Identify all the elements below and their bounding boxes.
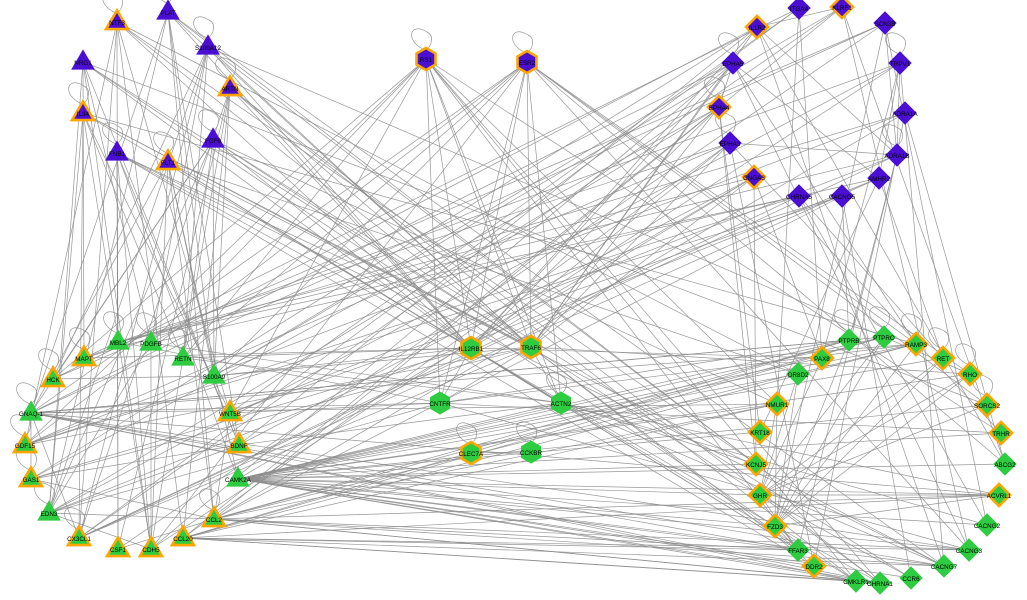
svg-text:ADRA1B: ADRA1B xyxy=(884,153,909,160)
svg-text:ARTN: ARTN xyxy=(221,86,238,93)
svg-text:NMUR1: NMUR1 xyxy=(766,402,789,409)
svg-text:PTPRO: PTPRO xyxy=(873,335,895,342)
svg-text:GDF15: GDF15 xyxy=(15,443,36,450)
svg-text:CCL2: CCL2 xyxy=(206,517,223,524)
svg-text:IL1R2: IL1R2 xyxy=(749,25,766,32)
svg-text:CNTFR: CNTFR xyxy=(429,401,451,408)
svg-text:PAX8: PAX8 xyxy=(814,356,830,363)
svg-text:ABCG2: ABCG2 xyxy=(994,462,1016,469)
svg-text:CACNG7: CACNG7 xyxy=(931,564,958,571)
svg-text:CNGA3: CNGA3 xyxy=(743,175,765,182)
svg-text:TRAF6: TRAF6 xyxy=(521,345,541,352)
svg-text:PDGFB: PDGFB xyxy=(140,341,162,348)
svg-text:CAMK2A: CAMK2A xyxy=(225,477,252,484)
svg-text:CCR6: CCR6 xyxy=(902,576,920,583)
svg-text:RET: RET xyxy=(937,356,950,363)
svg-text:IL34: IL34 xyxy=(77,111,90,118)
svg-text:FNB1: FNB1 xyxy=(109,151,126,158)
svg-text:FFAR3: FFAR3 xyxy=(788,548,808,555)
svg-text:ACTN2: ACTN2 xyxy=(551,401,572,408)
svg-text:OR8D2: OR8D2 xyxy=(788,372,809,379)
svg-text:FLT1: FLT1 xyxy=(161,160,176,167)
svg-text:CX3CL1: CX3CL1 xyxy=(67,536,91,543)
svg-text:GAS1: GAS1 xyxy=(23,477,40,484)
svg-text:CACNG5: CACNG5 xyxy=(829,194,856,201)
svg-text:BDNF: BDNF xyxy=(230,443,247,450)
svg-text:ESR2: ESR2 xyxy=(519,60,536,67)
svg-text:ITGA4: ITGA4 xyxy=(790,6,809,13)
svg-text:CCKBR: CCKBR xyxy=(520,450,542,457)
svg-text:EPHA3: EPHA3 xyxy=(720,141,741,148)
svg-text:SCN3B: SCN3B xyxy=(875,21,896,28)
svg-text:ADRA1A: ADRA1A xyxy=(892,111,918,118)
svg-text:AMHR2: AMHR2 xyxy=(868,176,891,183)
svg-text:RHO: RHO xyxy=(963,372,977,379)
svg-text:ACVRL1: ACVRL1 xyxy=(987,493,1012,500)
svg-text:FZD3: FZD3 xyxy=(767,524,783,531)
svg-text:WNT5B: WNT5B xyxy=(219,411,241,418)
svg-text:MBL2: MBL2 xyxy=(110,340,127,347)
svg-text:PTPRB: PTPRB xyxy=(839,338,860,345)
svg-text:CACNG3: CACNG3 xyxy=(956,548,983,555)
svg-text:FGF9: FGF9 xyxy=(205,138,222,145)
svg-text:CCL20: CCL20 xyxy=(173,536,193,543)
svg-text:KRT18: KRT18 xyxy=(750,430,770,437)
svg-text:CDH5: CDH5 xyxy=(142,547,160,554)
svg-text:S100A9: S100A9 xyxy=(203,374,226,381)
svg-text:RAMP3: RAMP3 xyxy=(905,342,927,349)
svg-text:EPHA5: EPHA5 xyxy=(723,61,744,68)
svg-text:GNAQ-1: GNAQ-1 xyxy=(19,411,44,418)
svg-text:CACNG2: CACNG2 xyxy=(974,523,1001,530)
svg-text:KLRF1: KLRF1 xyxy=(832,5,852,12)
svg-text:RETN: RETN xyxy=(174,356,192,363)
svg-text:S100A12: S100A12 xyxy=(195,45,221,52)
svg-text:TRPV1: TRPV1 xyxy=(890,61,911,68)
svg-text:CHRNA5: CHRNA5 xyxy=(786,194,812,201)
svg-text:KCNJ5: KCNJ5 xyxy=(746,462,766,469)
svg-text:TRHR: TRHR xyxy=(992,431,1010,438)
svg-text:CMKLR1: CMKLR1 xyxy=(843,579,869,586)
svg-text:SORCS2: SORCS2 xyxy=(974,403,1000,410)
svg-text:GHR: GHR xyxy=(753,493,767,500)
svg-text:NTF3: NTF3 xyxy=(109,20,125,27)
svg-text:NRG1: NRG1 xyxy=(74,60,92,67)
svg-text:CSF1: CSF1 xyxy=(110,547,127,554)
svg-text:RS1: RS1 xyxy=(420,57,433,64)
svg-text:EPHA4: EPHA4 xyxy=(709,105,730,112)
svg-text:CHRNA1: CHRNA1 xyxy=(867,581,893,588)
svg-text:CLEC7A: CLEC7A xyxy=(459,451,484,458)
svg-text:HCK: HCK xyxy=(46,377,60,384)
svg-text:PLAT: PLAT xyxy=(160,10,175,17)
svg-text:MAPT: MAPT xyxy=(75,356,93,363)
svg-text:EDN3: EDN3 xyxy=(41,511,58,518)
svg-text:IL12RB1: IL12RB1 xyxy=(459,346,484,353)
svg-text:DDR2: DDR2 xyxy=(805,564,823,571)
